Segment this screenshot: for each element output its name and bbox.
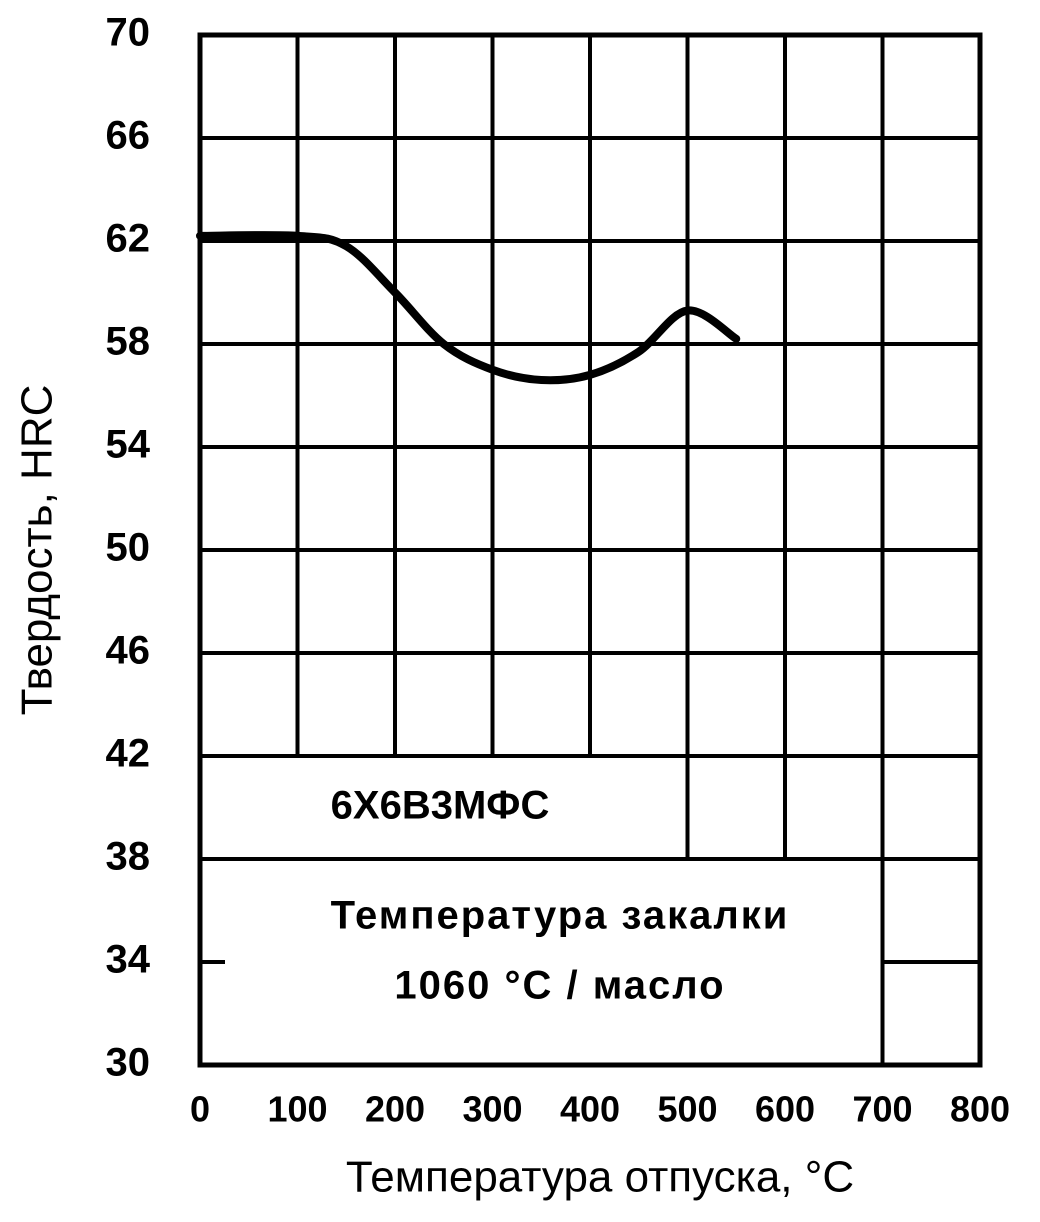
- plot-frame: [197, 32, 983, 1068]
- x-tick-label: 800: [950, 1089, 1010, 1130]
- y-tick-label: 58: [106, 320, 151, 364]
- y-tick-label: 50: [106, 526, 151, 570]
- y-tick-label: 70: [106, 11, 151, 55]
- x-tick-label: 600: [755, 1089, 815, 1130]
- x-tick-label: 100: [267, 1089, 327, 1130]
- y-tick-label: 30: [106, 1041, 151, 1085]
- x-tick-label: 700: [852, 1089, 912, 1130]
- x-tick-label: 300: [462, 1089, 522, 1130]
- x-tick-label: 200: [365, 1089, 425, 1130]
- x-tick-label: 0: [190, 1089, 210, 1130]
- annotation: 1060 °C / масло: [394, 964, 725, 1008]
- y-tick-label: 38: [106, 835, 151, 879]
- y-tick-label: 42: [106, 732, 151, 776]
- x-tick-label: 500: [657, 1089, 717, 1130]
- x-tick-label: 400: [560, 1089, 620, 1130]
- y-tick-label: 46: [106, 629, 151, 673]
- annotation: 6Х6В3МФС: [331, 784, 550, 828]
- y-tick-label: 62: [106, 217, 151, 261]
- annotation-box: [198, 857, 885, 1067]
- x-axis-label: Температура отпуска, °C: [346, 1153, 854, 1202]
- y-tick-label: 54: [106, 423, 151, 467]
- annotation: Температура закалки: [331, 894, 790, 938]
- y-tick-label: 66: [106, 114, 151, 158]
- data-line: [196, 231, 741, 385]
- y-axis-label: Твердость, HRC: [13, 385, 62, 716]
- y-tick-label: 34: [106, 938, 151, 982]
